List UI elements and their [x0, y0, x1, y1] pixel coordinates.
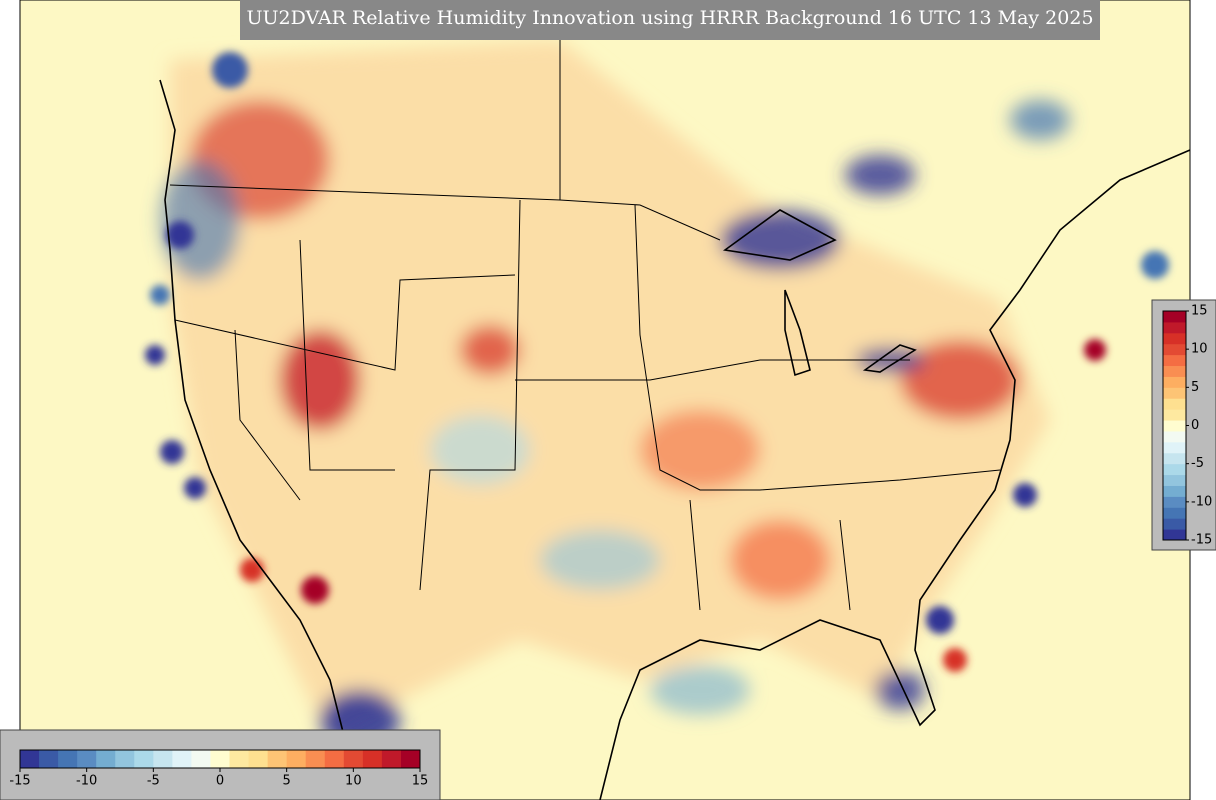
colorbar-segment: [286, 750, 307, 768]
colorbar-segment: [1163, 529, 1186, 541]
colorbar-segment: [1163, 474, 1186, 486]
borders: [159, 40, 1191, 800]
colorbar-segment: [191, 750, 211, 768]
colorbar-segment: [248, 750, 269, 768]
tick-label: -15: [1191, 533, 1212, 548]
colorbar-segment: [1163, 518, 1186, 530]
colorbar-segment: [115, 750, 135, 768]
colorbar-segment: [1163, 311, 1186, 323]
tick-label: -15: [9, 774, 30, 789]
colorbar-segment: [1163, 420, 1186, 432]
colorbar-segment: [1163, 321, 1186, 334]
colorbar-segment: [1163, 430, 1186, 443]
tick-label: -5: [147, 774, 160, 789]
colorbar-segment: [1163, 452, 1186, 465]
tick-label: 15: [1191, 304, 1208, 319]
colorbar-segment: [1163, 332, 1186, 345]
colorbar-segment: [96, 750, 116, 768]
colorbar-segment: [1163, 398, 1186, 410]
colorbar-segment: [1163, 485, 1186, 497]
colorbar-segment: [1163, 496, 1186, 508]
colorbar-segment: [324, 750, 345, 768]
tick-label: 5: [1191, 380, 1199, 395]
colorbar-segment: [267, 750, 288, 768]
colorbar-segment: [1163, 507, 1186, 519]
tick-label: -10: [76, 774, 97, 789]
colorbar-segment: [305, 750, 326, 768]
colorbar-segment: [400, 750, 421, 768]
colorbar-segment: [39, 750, 59, 768]
colorbar-segment: [1163, 463, 1186, 476]
tick-label: -10: [1191, 494, 1212, 509]
colorbar-segment: [134, 750, 154, 768]
tick-label: 10: [345, 774, 362, 789]
colorbar-segment: [381, 750, 402, 768]
colorbar-segment: [153, 750, 173, 768]
colorbar-segment: [1163, 409, 1186, 421]
tick-label: 5: [283, 774, 291, 789]
colorbar-segment: [362, 750, 383, 768]
title-box: UU2DVAR Relative Humidity Innovation usi…: [240, 0, 1100, 40]
tick-label: 10: [1191, 342, 1208, 357]
colorbar-segment: [58, 750, 78, 768]
tick-label: 0: [1191, 418, 1199, 433]
map-title: UU2DVAR Relative Humidity Innovation usi…: [246, 7, 1093, 29]
colorbar-horizontal: -15 -10 -5 0 5 10 15: [0, 729, 441, 800]
tick-label: 0: [216, 774, 224, 789]
colorbar-segment: [1163, 376, 1186, 388]
tick-label: -5: [1191, 456, 1204, 471]
colorbar-segment: [1163, 441, 1186, 454]
title-background: [240, 0, 1100, 40]
colorbar-segment: [172, 750, 192, 768]
colorbar-segment: [1163, 387, 1186, 399]
colorbar-segment: [1163, 343, 1186, 356]
colorbar-segment: [77, 750, 97, 768]
colorbar-vertical: -15 -10 -5 0 5 10 15: [1151, 299, 1216, 551]
colorbar-segment: [229, 750, 250, 768]
colorbar-segment: [1163, 365, 1186, 377]
colorbar-segment: [343, 750, 364, 768]
colorbar-segment: [210, 750, 231, 768]
colorbar-segment: [20, 750, 40, 768]
colorbar-segment: [1163, 354, 1186, 367]
tick-label: 15: [412, 774, 429, 789]
field-shading: [160, 40, 1070, 750]
